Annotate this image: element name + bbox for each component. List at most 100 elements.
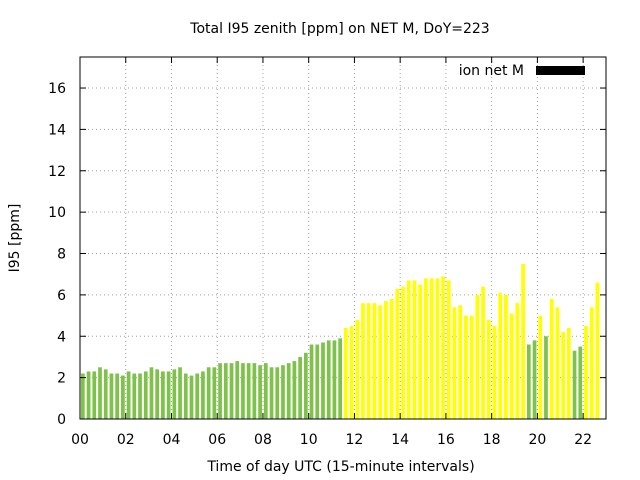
- bar: [435, 278, 440, 419]
- chart-title: Total I95 zenith [ppm] on NET M, DoY=223: [189, 21, 489, 37]
- bar: [349, 325, 354, 419]
- y-tick-label: 4: [57, 329, 66, 345]
- y-tick-label: 10: [48, 205, 66, 221]
- bar: [183, 373, 188, 419]
- bar: [172, 369, 177, 419]
- x-axis-label: Time of day UTC (15-minute intervals): [206, 459, 474, 475]
- x-tick-label: 00: [71, 432, 89, 448]
- bar: [492, 325, 497, 419]
- bar: [269, 367, 274, 419]
- bar: [515, 303, 520, 419]
- bar: [189, 375, 194, 419]
- bar: [584, 325, 588, 419]
- bar: [298, 356, 302, 419]
- bar: [303, 352, 308, 419]
- grid: [80, 57, 606, 419]
- y-tick-label: 16: [48, 81, 66, 97]
- bar: [555, 307, 560, 419]
- bar: [161, 371, 165, 419]
- bar: [252, 363, 257, 419]
- bar: [246, 363, 251, 419]
- bar: [121, 375, 125, 419]
- bar: [115, 373, 120, 419]
- bar: [143, 371, 148, 419]
- y-tick-label: 14: [48, 122, 66, 138]
- x-tick-label: 12: [346, 432, 364, 448]
- bar: [286, 363, 291, 419]
- bar: [223, 363, 228, 419]
- bar: [464, 315, 468, 419]
- bar: [166, 371, 171, 419]
- bar: [155, 369, 160, 419]
- bar: [92, 371, 97, 419]
- x-tick-label: 14: [391, 432, 409, 448]
- x-tick-label: 18: [483, 432, 501, 448]
- legend-label: ion net M: [459, 63, 524, 79]
- bar: [401, 286, 405, 419]
- plot-frame: [79, 56, 607, 420]
- bar: [292, 361, 297, 419]
- bar: [366, 303, 371, 419]
- bar: [212, 367, 217, 419]
- bar: [361, 303, 365, 419]
- bar: [321, 342, 325, 419]
- bar: [109, 373, 114, 419]
- bar: [578, 346, 583, 419]
- bar: [504, 294, 508, 419]
- bar: [566, 327, 571, 419]
- bar: [344, 327, 348, 419]
- bar: [332, 340, 337, 419]
- y-axis-label: I95 [ppm]: [7, 204, 23, 273]
- y-tick-label: 12: [48, 164, 66, 180]
- bar: [206, 367, 211, 419]
- x-tick-label: 08: [254, 432, 272, 448]
- bar: [595, 282, 600, 419]
- bar: [326, 340, 331, 419]
- bar: [98, 367, 102, 419]
- bar: [132, 373, 137, 419]
- bar: [538, 315, 543, 419]
- bar: [549, 299, 554, 419]
- y-tick-label: 6: [57, 288, 66, 304]
- bar: [498, 292, 503, 419]
- bar: [418, 284, 423, 419]
- bar: [126, 371, 131, 419]
- bar: [178, 367, 182, 419]
- bar: [481, 286, 485, 419]
- bar: [201, 371, 205, 419]
- x-tick-label: 22: [574, 432, 592, 448]
- bar: [372, 303, 377, 419]
- bar: [81, 373, 85, 419]
- bar: [103, 369, 108, 419]
- bar: [429, 278, 434, 419]
- x-tick-label: 10: [300, 432, 318, 448]
- bar: [395, 288, 400, 419]
- bar: [441, 276, 445, 419]
- bar: [263, 363, 268, 419]
- bar: [218, 363, 222, 419]
- bar: [572, 350, 577, 419]
- y-tick-label: 0: [57, 412, 66, 428]
- x-tick-label: 20: [528, 432, 546, 448]
- bar: [355, 319, 360, 419]
- bar: [424, 278, 428, 419]
- bar: [389, 299, 394, 419]
- bar: [469, 315, 474, 419]
- bar: [406, 280, 411, 419]
- bar: [229, 363, 234, 419]
- bar: [281, 365, 285, 419]
- legend-swatch: [536, 66, 585, 75]
- bar: [526, 344, 531, 419]
- bar: [315, 344, 320, 419]
- x-tick-label: 06: [208, 432, 226, 448]
- x-tick-label: 16: [437, 432, 455, 448]
- bar: [195, 373, 200, 419]
- x-tick-label: 02: [117, 432, 135, 448]
- bar: [561, 332, 565, 419]
- bar: [258, 365, 262, 419]
- bars: [81, 263, 600, 419]
- bar: [509, 313, 514, 419]
- bar: [241, 363, 245, 419]
